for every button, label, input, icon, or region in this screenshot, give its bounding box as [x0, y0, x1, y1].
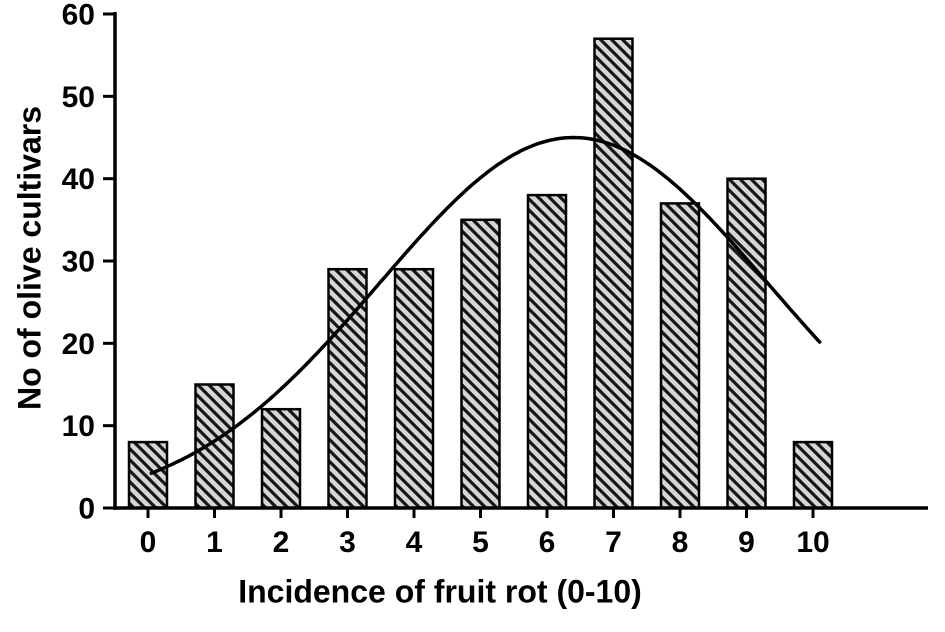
bars-layer: [127, 37, 834, 510]
y-tick-label: 20: [62, 328, 95, 361]
y-tick-label: 50: [62, 81, 95, 114]
bar-10: [792, 440, 834, 510]
axes-layer: 0 10 20 30 40 50 60 0 1 2 3 4 5 6 7 8 9 10: [62, 0, 928, 559]
bar-3: [327, 267, 368, 510]
x-tick-label: 8: [672, 526, 689, 559]
y-tick-label: 30: [62, 246, 95, 279]
bar-8: [659, 202, 701, 510]
x-tick-label: 4: [406, 526, 423, 559]
fit-curve: [149, 135, 822, 475]
bar-7: [593, 37, 634, 510]
bar-4: [393, 267, 435, 510]
fit-curve-layer: [149, 135, 822, 475]
y-tick-label: 60: [62, 0, 95, 32]
y-tick-label: 10: [62, 410, 95, 443]
bar-2: [260, 407, 302, 510]
x-tick-label: 10: [796, 526, 829, 559]
x-tick-label: 3: [339, 526, 356, 559]
x-tick-label: 0: [140, 526, 157, 559]
x-tick-label: 5: [472, 526, 489, 559]
x-tick-label: 1: [206, 526, 223, 559]
bar-0: [127, 440, 169, 510]
x-tick-label: 6: [539, 526, 556, 559]
bar-9: [726, 177, 767, 510]
x-tick-label: 9: [738, 526, 755, 559]
y-axis-title: No of olive cultivars: [11, 105, 48, 411]
y-tick-label: 0: [78, 493, 95, 526]
x-tick-label: 7: [605, 526, 622, 559]
bar-6: [526, 193, 568, 510]
x-axis-title: Incidence of fruit rot (0-10): [238, 573, 642, 610]
bar-5: [460, 218, 501, 510]
y-tick-label: 40: [62, 163, 95, 196]
x-tick-label: 2: [273, 526, 290, 559]
bar-1: [194, 383, 235, 510]
